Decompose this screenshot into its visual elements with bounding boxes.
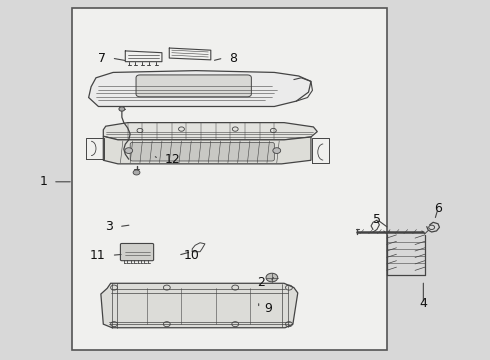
Bar [72,8,387,350]
Text: 9: 9 [265,302,272,315]
Text: 5: 5 [373,213,381,226]
Circle shape [266,273,278,282]
Polygon shape [103,136,311,164]
Text: 3: 3 [105,220,113,233]
Circle shape [133,170,140,175]
Text: 11: 11 [90,249,106,262]
FancyBboxPatch shape [121,243,154,261]
Text: 8: 8 [229,51,237,64]
Text: 10: 10 [184,249,200,262]
Text: 4: 4 [419,297,427,310]
Circle shape [273,148,281,153]
Polygon shape [101,283,298,328]
FancyBboxPatch shape [136,75,251,97]
Text: 1: 1 [39,175,47,188]
Circle shape [119,107,125,111]
Text: 2: 2 [257,276,265,289]
Circle shape [125,148,133,153]
Text: 6: 6 [434,202,442,215]
Polygon shape [89,71,311,107]
Polygon shape [103,123,318,140]
Text: 7: 7 [98,51,106,64]
Text: 12: 12 [164,153,180,166]
FancyBboxPatch shape [130,142,274,161]
